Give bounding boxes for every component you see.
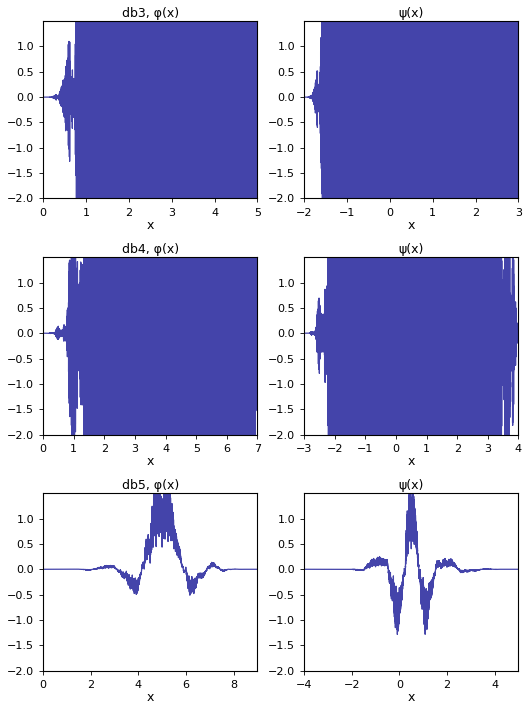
X-axis label: x: x [147, 219, 154, 232]
X-axis label: x: x [147, 455, 154, 468]
Title: db5, φ(x): db5, φ(x) [122, 479, 179, 492]
Title: db3, φ(x): db3, φ(x) [122, 7, 179, 20]
Title: ψ(x): ψ(x) [399, 7, 424, 20]
Title: ψ(x): ψ(x) [399, 479, 424, 492]
X-axis label: x: x [147, 691, 154, 704]
Title: db4, φ(x): db4, φ(x) [122, 243, 179, 256]
X-axis label: x: x [408, 691, 415, 704]
X-axis label: x: x [408, 219, 415, 232]
Title: ψ(x): ψ(x) [399, 243, 424, 256]
X-axis label: x: x [408, 455, 415, 468]
